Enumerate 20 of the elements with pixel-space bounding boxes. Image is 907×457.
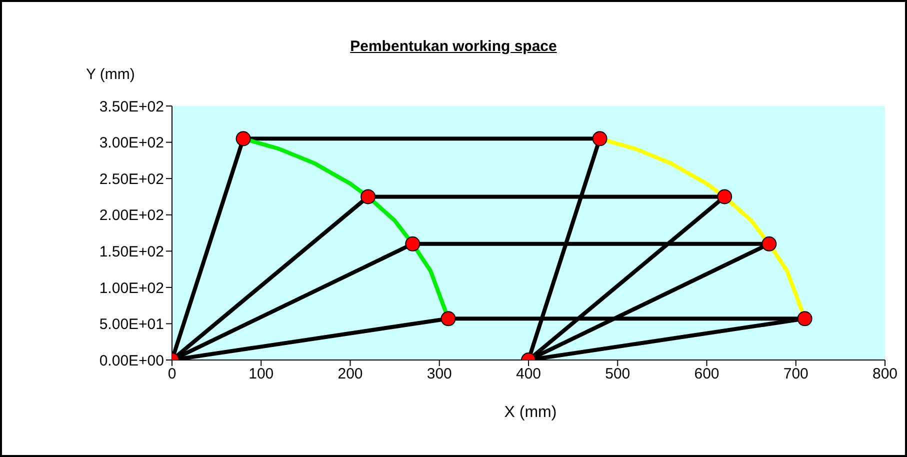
x-tick-label: 300 <box>426 366 452 383</box>
y-tick-label: 0.00E+00 <box>99 352 164 370</box>
chart-title: Pembentukan working space <box>349 38 558 55</box>
x-axis-title: X (mm) <box>503 404 558 422</box>
x-tick-label: 700 <box>783 366 808 383</box>
x-tick-label: 500 <box>605 366 630 383</box>
y-tick-label: 3.50E+02 <box>99 98 164 116</box>
y-tick-label: 2.00E+02 <box>99 207 164 224</box>
y-tick-label: 1.00E+02 <box>99 280 164 297</box>
y-tick-label: 2.50E+02 <box>99 170 164 188</box>
x-tick-label: 800 <box>872 366 898 383</box>
x-tick-label: 100 <box>248 366 274 383</box>
x-tick-label: 400 <box>516 366 542 383</box>
x-tick-label: 200 <box>338 366 363 383</box>
y-tick-label: 1.50E+02 <box>99 243 164 260</box>
x-tick-label: 0 <box>168 366 176 383</box>
y-tick-label: 5.00E+01 <box>99 316 164 334</box>
x-tick-label: 600 <box>694 366 720 383</box>
y-axis-title: Y (mm) <box>86 66 135 83</box>
y-tick-label: 3.00E+02 <box>99 134 164 152</box>
